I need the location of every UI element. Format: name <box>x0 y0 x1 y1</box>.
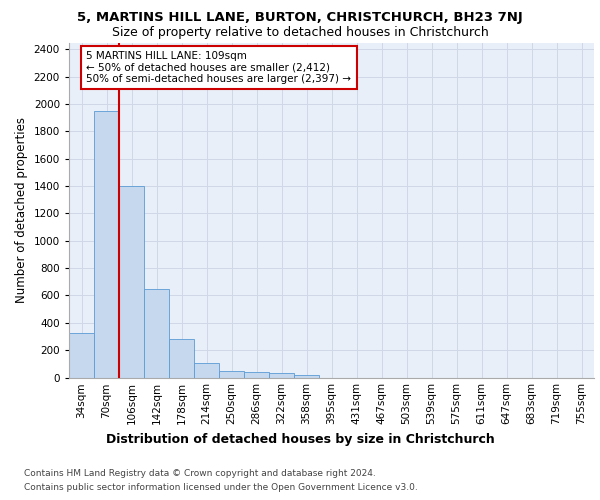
Text: Contains HM Land Registry data © Crown copyright and database right 2024.: Contains HM Land Registry data © Crown c… <box>24 469 376 478</box>
Bar <box>144 288 169 378</box>
Bar <box>94 111 119 378</box>
Bar <box>119 186 144 378</box>
Bar <box>269 372 294 378</box>
Bar <box>69 333 94 378</box>
Bar <box>194 363 219 378</box>
Bar <box>294 375 319 378</box>
Text: Contains public sector information licensed under the Open Government Licence v3: Contains public sector information licen… <box>24 484 418 492</box>
Text: 5, MARTINS HILL LANE, BURTON, CHRISTCHURCH, BH23 7NJ: 5, MARTINS HILL LANE, BURTON, CHRISTCHUR… <box>77 11 523 24</box>
Y-axis label: Number of detached properties: Number of detached properties <box>15 117 28 303</box>
Text: Size of property relative to detached houses in Christchurch: Size of property relative to detached ho… <box>112 26 488 39</box>
Bar <box>244 372 269 378</box>
Text: Distribution of detached houses by size in Christchurch: Distribution of detached houses by size … <box>106 432 494 446</box>
Bar <box>169 339 194 378</box>
Bar <box>219 370 244 378</box>
Text: 5 MARTINS HILL LANE: 109sqm
← 50% of detached houses are smaller (2,412)
50% of : 5 MARTINS HILL LANE: 109sqm ← 50% of det… <box>86 51 352 84</box>
